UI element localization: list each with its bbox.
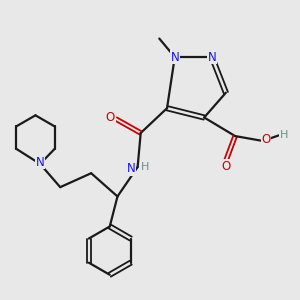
Text: N: N: [36, 156, 44, 169]
Text: O: O: [221, 160, 230, 173]
Text: O: O: [262, 133, 271, 146]
Text: N: N: [127, 162, 136, 175]
Text: N: N: [170, 51, 179, 64]
Text: H: H: [141, 162, 149, 172]
Text: O: O: [106, 111, 115, 124]
Text: H: H: [280, 130, 288, 140]
Text: N: N: [208, 51, 216, 64]
